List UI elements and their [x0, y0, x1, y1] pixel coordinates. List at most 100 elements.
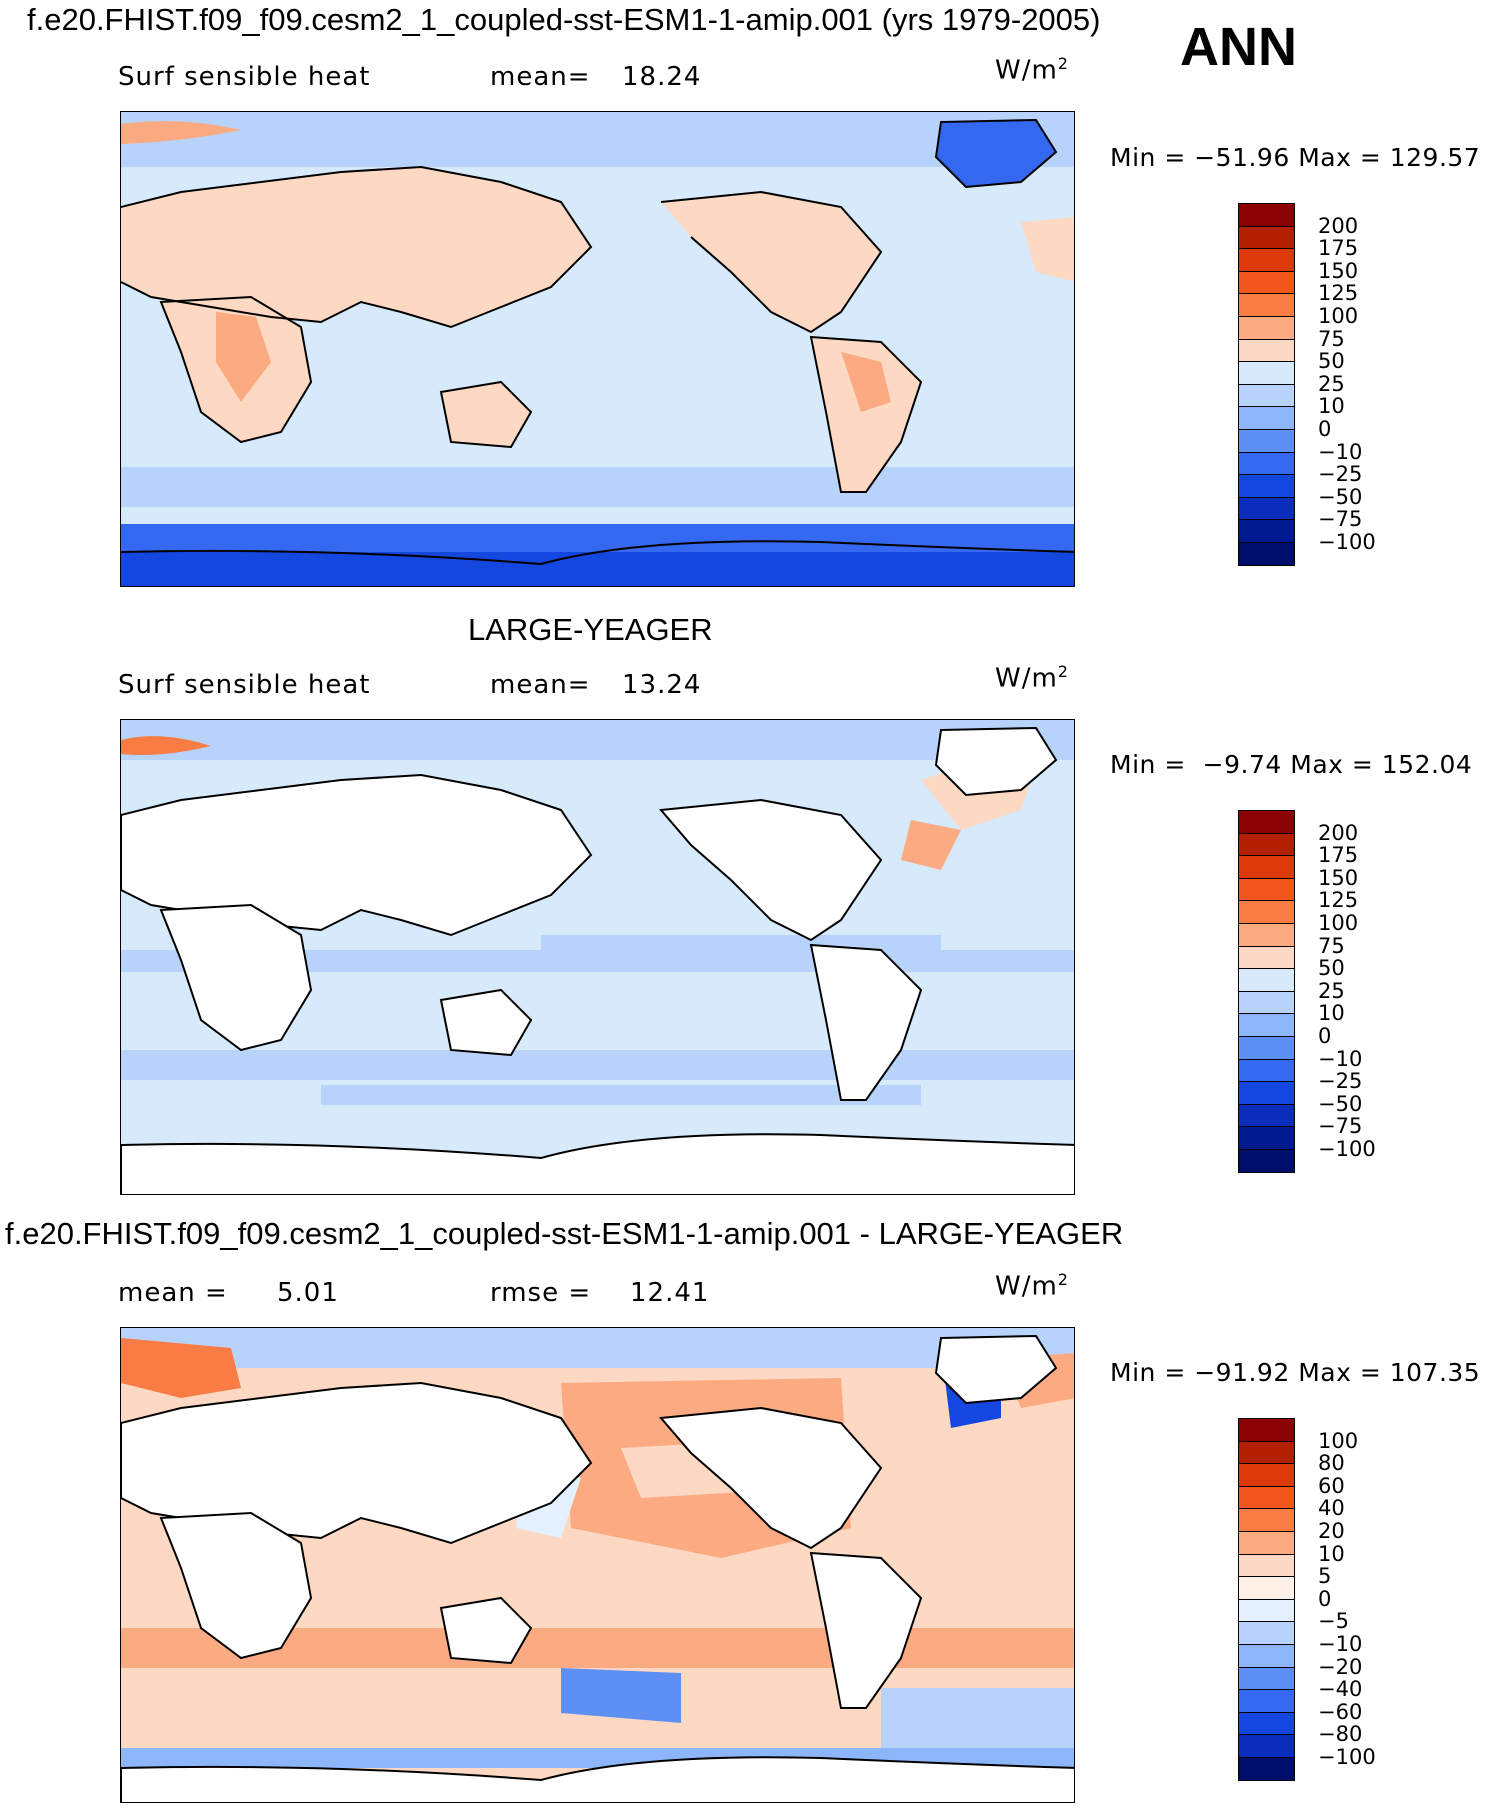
rmse-value: 12.41 [630, 1278, 710, 1308]
colorbar-swatch [1238, 1058, 1295, 1083]
colorbar-tick-label: 10 [1318, 394, 1345, 419]
colorbar-swatch [1238, 225, 1295, 250]
colorbar-swatch [1238, 451, 1295, 476]
colorbar-tick-label: −20 [1318, 1654, 1363, 1679]
colorbar-swatch [1238, 1643, 1295, 1668]
min-max-readout: Min = −51.96 Max = 129.57 [1110, 143, 1481, 172]
colorbar-swatch [1238, 1418, 1295, 1442]
colorbar-swatch [1238, 1485, 1295, 1510]
colorbar-swatch [1238, 361, 1295, 385]
season-label: ANN [1180, 17, 1297, 77]
colorbar-tick-label: 100 [1318, 1428, 1359, 1453]
colorbar-swatch [1238, 293, 1295, 317]
colorbar-tick-label: −10 [1318, 1632, 1363, 1656]
colorbar-swatch [1238, 810, 1295, 834]
mean-label: mean= [490, 670, 591, 700]
colorbar-swatch [1238, 1530, 1295, 1555]
colorbar-tick-label: 5 [1318, 1564, 1332, 1589]
colorbar-tick-label: 0 [1318, 1586, 1332, 1611]
colorbar-tick-label: −50 [1318, 1091, 1363, 1116]
colorbar-tick-label: 20 [1318, 1519, 1345, 1543]
colorbar-swatch [1238, 877, 1295, 902]
colorbar-swatch [1238, 1508, 1295, 1532]
colorbar-tick-label: −75 [1318, 507, 1363, 532]
colorbar-tick-label: 80 [1318, 1451, 1345, 1476]
colorbar-swatch [1238, 1666, 1295, 1691]
colorbar-swatch [1238, 855, 1295, 879]
colorbar-swatch [1238, 1756, 1295, 1781]
colorbar-tick-label: 200 [1318, 820, 1359, 845]
colorbar-tick-label: 100 [1318, 304, 1359, 328]
colorbar [1238, 203, 1295, 566]
colorbar-swatch [1238, 406, 1295, 430]
colorbar-tick-label: 125 [1318, 281, 1359, 306]
mean-value: 13.24 [622, 670, 702, 700]
colorbar-tick-label: −10 [1318, 1046, 1363, 1071]
variable-label: Surf sensible heat [118, 62, 371, 92]
map-diff [120, 1327, 1075, 1803]
colorbar-tick-label: 0 [1318, 1024, 1332, 1048]
colorbar-tick-label: 200 [1318, 213, 1359, 238]
run-title: f.e20.FHIST.f09_f09.cesm2_1_coupled-sst-… [27, 2, 1101, 37]
variable-label: Surf sensible heat [118, 670, 371, 700]
colorbar-tick-label: 50 [1318, 956, 1345, 981]
colorbar-swatch [1238, 203, 1295, 227]
min-max-readout: Min = −91.92 Max = 107.35 [1110, 1358, 1481, 1387]
colorbar-tick-label: −25 [1318, 462, 1363, 487]
colorbar-swatch [1238, 1711, 1295, 1736]
colorbar-tick-label: 100 [1318, 911, 1359, 935]
colorbar-tick-label: −100 [1318, 530, 1376, 554]
colorbar-tick-label: −25 [1318, 1069, 1363, 1094]
colorbar-swatch [1238, 1103, 1295, 1128]
mean-label: mean = [118, 1278, 228, 1308]
mean-label: mean= [490, 62, 591, 92]
colorbar-swatch [1238, 922, 1295, 947]
colorbar-tick-label: 25 [1318, 371, 1345, 396]
colorbar-tick-label: 40 [1318, 1496, 1345, 1521]
colorbar-swatch [1238, 428, 1295, 453]
colorbar-swatch [1238, 338, 1295, 363]
colorbar-swatch [1238, 1553, 1295, 1578]
colorbar-tick-label: 10 [1318, 1001, 1345, 1026]
colorbar-tick-label: 0 [1318, 417, 1332, 441]
colorbar-swatch [1238, 1081, 1295, 1105]
colorbar-swatch [1238, 1463, 1295, 1487]
colorbar-swatch [1238, 1576, 1295, 1600]
colorbar-tick-label: 175 [1318, 843, 1359, 868]
colorbar-tick-label: 175 [1318, 236, 1359, 261]
map-model [120, 111, 1075, 587]
colorbar-tick-label: 50 [1318, 349, 1345, 374]
colorbar-swatch [1238, 900, 1295, 924]
colorbar-swatch [1238, 1598, 1295, 1623]
units-label: W/m2 [995, 662, 1069, 694]
colorbar-swatch [1238, 383, 1295, 408]
colorbar-swatch [1238, 945, 1295, 970]
colorbar-swatch [1238, 1013, 1295, 1037]
colorbar-swatch [1238, 968, 1295, 992]
units-label: W/m2 [995, 54, 1069, 86]
colorbar-tick-label: −5 [1318, 1609, 1349, 1634]
colorbar-swatch [1238, 474, 1295, 498]
mean-value: 5.01 [277, 1278, 339, 1308]
colorbar [1238, 1418, 1295, 1781]
colorbar-swatch [1238, 1734, 1295, 1758]
colorbar-swatch [1238, 519, 1295, 543]
panel-title: LARGE-YEAGER [468, 612, 713, 647]
colorbar-swatch [1238, 315, 1295, 340]
colorbar-tick-label: −10 [1318, 439, 1363, 464]
rmse-label: rmse = [490, 1278, 592, 1308]
colorbar-tick-label: 75 [1318, 326, 1345, 351]
colorbar-tick-label: 150 [1318, 865, 1359, 890]
colorbar-tick-label: 25 [1318, 978, 1345, 1003]
colorbar-swatch [1238, 990, 1295, 1015]
colorbar-tick-label: 150 [1318, 258, 1359, 283]
colorbar-swatch [1238, 496, 1295, 521]
colorbar-tick-label: −75 [1318, 1114, 1363, 1139]
colorbar-swatch [1238, 270, 1295, 295]
colorbar-tick-label: −100 [1318, 1137, 1376, 1161]
colorbar [1238, 810, 1295, 1173]
panel-title: f.e20.FHIST.f09_f09.cesm2_1_coupled-sst-… [5, 1216, 1124, 1251]
colorbar-tick-label: 60 [1318, 1473, 1345, 1498]
colorbar-tick-label: 75 [1318, 933, 1345, 958]
colorbar-swatch [1238, 1689, 1295, 1713]
